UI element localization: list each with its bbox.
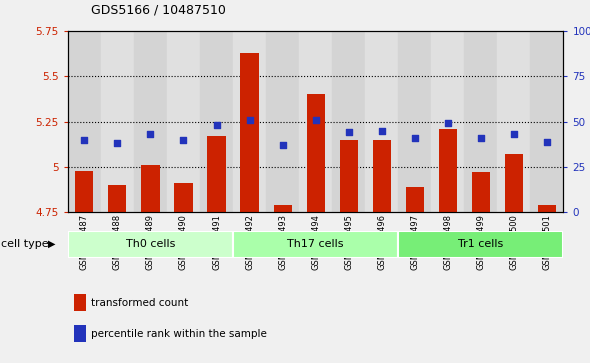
Bar [167, 31, 200, 212]
Bar [398, 231, 563, 258]
Point [410, 135, 419, 141]
Bar [340, 140, 358, 212]
Bar [538, 205, 556, 212]
Bar [134, 31, 167, 212]
Bar [332, 31, 365, 212]
Text: Tr1 cells: Tr1 cells [458, 239, 503, 249]
Text: Th17 cells: Th17 cells [287, 239, 344, 249]
Bar [406, 187, 424, 212]
Bar [266, 31, 299, 212]
Bar [299, 31, 332, 212]
Bar [439, 129, 457, 212]
Text: transformed count: transformed count [91, 298, 189, 308]
Point [443, 121, 453, 126]
Point [179, 137, 188, 143]
Text: ▶: ▶ [48, 239, 56, 249]
Bar [464, 31, 497, 212]
Bar [68, 231, 233, 258]
Bar [472, 172, 490, 212]
Bar [208, 136, 225, 212]
Bar [109, 185, 126, 212]
Text: Th0 cells: Th0 cells [126, 239, 175, 249]
Bar [68, 31, 101, 212]
Point [377, 128, 386, 134]
Bar [74, 294, 86, 311]
Bar [530, 31, 563, 212]
Point [146, 131, 155, 137]
Point [212, 122, 221, 128]
Bar [274, 205, 291, 212]
Point [278, 142, 287, 148]
Bar [431, 31, 464, 212]
Bar [233, 231, 398, 258]
Point [344, 130, 353, 135]
Point [113, 140, 122, 146]
Point [80, 137, 89, 143]
Bar [497, 31, 530, 212]
Bar [74, 325, 86, 342]
Bar [241, 53, 258, 212]
Bar [307, 94, 324, 212]
Bar [398, 31, 431, 212]
Point [245, 117, 254, 123]
Bar [175, 183, 192, 212]
Bar [373, 140, 391, 212]
Text: cell type: cell type [1, 239, 49, 249]
Bar [505, 154, 523, 212]
Bar [76, 171, 93, 212]
Point [476, 135, 486, 141]
Bar [142, 165, 159, 212]
Bar [365, 31, 398, 212]
Text: GDS5166 / 10487510: GDS5166 / 10487510 [91, 3, 227, 16]
Point [509, 131, 519, 137]
Point [542, 139, 552, 144]
Bar [233, 31, 266, 212]
Point [311, 117, 320, 123]
Text: percentile rank within the sample: percentile rank within the sample [91, 329, 267, 339]
Bar [101, 31, 134, 212]
Bar [200, 31, 233, 212]
